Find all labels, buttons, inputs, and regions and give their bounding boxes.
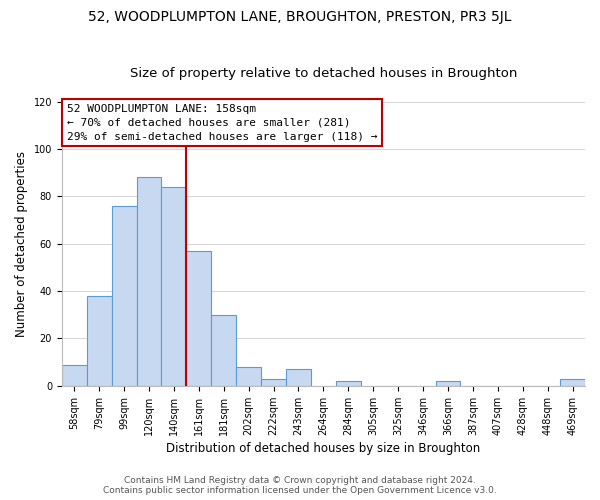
Bar <box>62 364 86 386</box>
Bar <box>211 315 236 386</box>
Bar <box>112 206 137 386</box>
Bar <box>137 178 161 386</box>
X-axis label: Distribution of detached houses by size in Broughton: Distribution of detached houses by size … <box>166 442 481 455</box>
Bar <box>86 296 112 386</box>
Bar <box>236 367 261 386</box>
Text: 52 WOODPLUMPTON LANE: 158sqm
← 70% of detached houses are smaller (281)
29% of s: 52 WOODPLUMPTON LANE: 158sqm ← 70% of de… <box>67 104 377 142</box>
Title: Size of property relative to detached houses in Broughton: Size of property relative to detached ho… <box>130 66 517 80</box>
Text: Contains HM Land Registry data © Crown copyright and database right 2024.
Contai: Contains HM Land Registry data © Crown c… <box>103 476 497 495</box>
Bar <box>261 378 286 386</box>
Bar <box>187 251 211 386</box>
Bar <box>336 381 361 386</box>
Bar <box>161 187 187 386</box>
Bar <box>560 378 585 386</box>
Bar <box>286 369 311 386</box>
Y-axis label: Number of detached properties: Number of detached properties <box>15 150 28 336</box>
Bar <box>436 381 460 386</box>
Text: 52, WOODPLUMPTON LANE, BROUGHTON, PRESTON, PR3 5JL: 52, WOODPLUMPTON LANE, BROUGHTON, PRESTO… <box>88 10 512 24</box>
